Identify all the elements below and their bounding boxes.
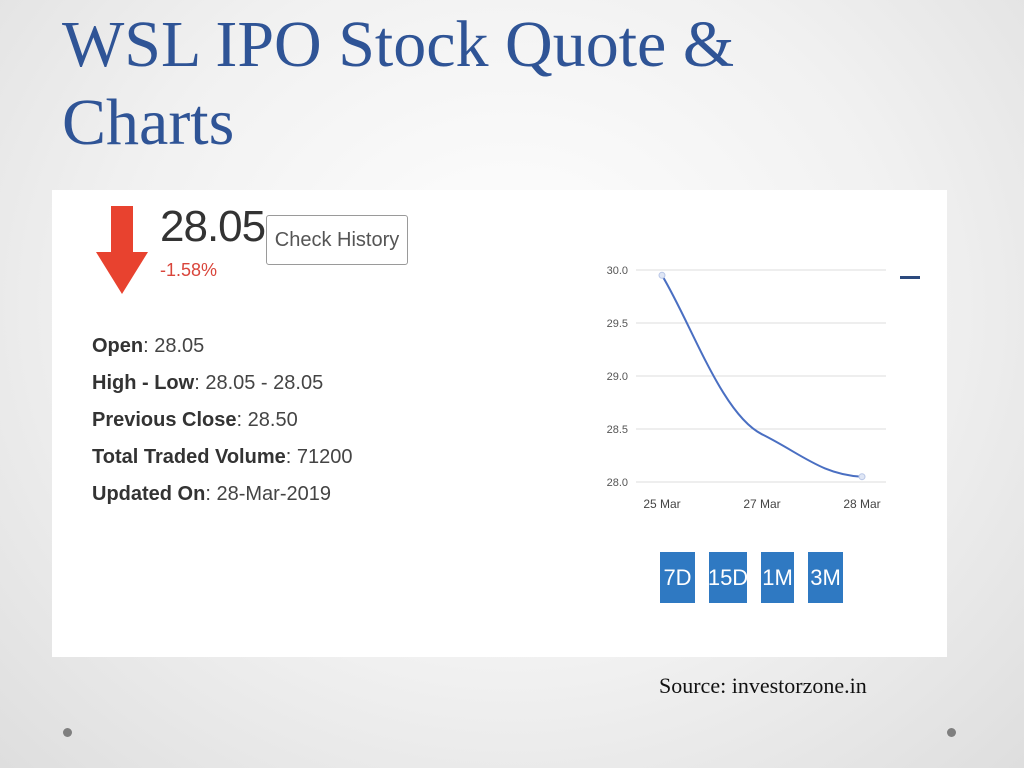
y-tick-label: 30.0 xyxy=(607,265,628,277)
bullet-dot-right xyxy=(947,728,956,737)
stock-price: 28.05 xyxy=(160,202,266,251)
x-tick-label: 27 Mar xyxy=(743,497,780,511)
title-line-2: Charts xyxy=(62,86,235,159)
data-point xyxy=(858,473,866,481)
range-button-group: 7D 15D 1M 3M xyxy=(660,552,843,603)
title-line-1: WSL IPO Stock Quote & xyxy=(62,8,735,81)
stat-value: 28-Mar-2019 xyxy=(216,483,331,505)
stat-label: Open xyxy=(92,335,144,357)
range-button-15d[interactable]: 15D xyxy=(708,552,748,603)
bullet-dot-left xyxy=(63,728,72,737)
down-arrow-icon xyxy=(96,206,148,294)
stat-value: 71200 xyxy=(296,446,353,468)
stat-value: 28.05 - 28.05 xyxy=(205,372,324,394)
price-chart[interactable]: 30.0 29.5 29.0 28.5 28.0 25 Mar 27 Mar 28 Mar xyxy=(572,250,902,530)
stat-label: Updated On xyxy=(92,483,206,505)
y-tick-label: 29.5 xyxy=(607,318,628,330)
range-button-3m[interactable]: 3M xyxy=(808,552,843,603)
x-tick-label: 28 Mar xyxy=(843,497,880,511)
y-tick-label: 28.5 xyxy=(607,424,628,436)
stat-high-low: High - Low: 28.05 - 28.05 xyxy=(92,372,324,394)
stats-list: Open: 28.05 High - Low: 28.05 - 28.05 Pr… xyxy=(92,328,352,513)
legend-line-icon xyxy=(900,276,920,279)
x-tick-label: 25 Mar xyxy=(643,497,680,511)
stat-previous-close: Previous Close: 28.50 xyxy=(92,409,298,431)
stat-label: High - Low xyxy=(92,372,195,394)
quote-panel: 28.05 -1.58% Check History Open: 28.05 H… xyxy=(52,190,947,657)
stat-open: Open: 28.05 xyxy=(92,335,205,357)
stat-traded-volume: Total Traded Volume: 71200 xyxy=(92,446,353,468)
stat-updated-on: Updated On: 28-Mar-2019 xyxy=(92,483,331,505)
range-button-7d[interactable]: 7D xyxy=(660,552,695,603)
stat-label: Total Traded Volume xyxy=(92,446,286,468)
price-change: -1.58% xyxy=(160,260,218,280)
y-tick-label: 29.0 xyxy=(607,371,628,383)
y-tick-label: 28.0 xyxy=(607,477,628,489)
slide-title: WSL IPO Stock Quote & Charts xyxy=(62,6,962,162)
series-line xyxy=(661,274,863,478)
stat-label: Previous Close xyxy=(92,409,237,431)
check-history-button[interactable]: Check History xyxy=(266,215,408,265)
data-point xyxy=(658,271,666,279)
range-button-1m[interactable]: 1M xyxy=(761,552,794,603)
stat-value: 28.05 xyxy=(154,335,205,357)
stat-value: 28.50 xyxy=(247,409,298,431)
source-caption: Source: investorzone.in xyxy=(659,673,867,698)
